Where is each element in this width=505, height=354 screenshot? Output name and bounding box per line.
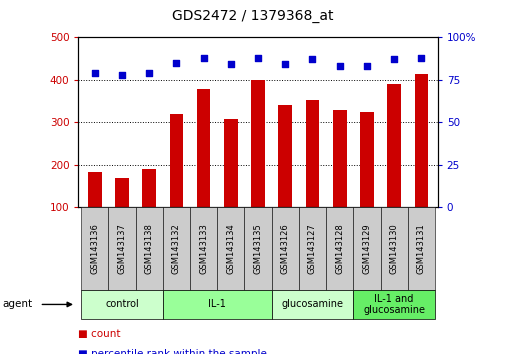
Text: GSM143126: GSM143126 xyxy=(280,223,289,274)
Text: GSM143132: GSM143132 xyxy=(172,223,181,274)
Point xyxy=(90,70,98,76)
Text: GSM143134: GSM143134 xyxy=(226,223,235,274)
Text: ■ percentile rank within the sample: ■ percentile rank within the sample xyxy=(78,349,267,354)
Bar xyxy=(360,112,373,250)
Text: GDS2472 / 1379368_at: GDS2472 / 1379368_at xyxy=(172,9,333,23)
Text: GSM143130: GSM143130 xyxy=(389,223,398,274)
Text: GSM143136: GSM143136 xyxy=(90,223,99,274)
Point xyxy=(172,60,180,65)
Bar xyxy=(386,84,400,250)
Text: GSM143135: GSM143135 xyxy=(253,223,262,274)
Text: control: control xyxy=(105,299,138,309)
Text: GSM143127: GSM143127 xyxy=(308,223,316,274)
Bar xyxy=(414,74,427,250)
Text: IL-1: IL-1 xyxy=(208,299,226,309)
Text: glucosamine: glucosamine xyxy=(281,299,343,309)
Text: GSM143137: GSM143137 xyxy=(117,223,126,274)
Text: GSM143129: GSM143129 xyxy=(362,223,371,274)
Bar xyxy=(224,119,237,250)
Text: GSM143128: GSM143128 xyxy=(334,223,343,274)
Bar xyxy=(115,178,129,250)
Point xyxy=(417,55,425,61)
Point xyxy=(335,63,343,69)
Bar xyxy=(251,80,264,250)
Point xyxy=(362,63,370,69)
Point xyxy=(118,72,126,78)
Point xyxy=(281,62,289,67)
Point xyxy=(145,70,153,76)
Text: GSM143133: GSM143133 xyxy=(199,223,208,274)
Point xyxy=(389,56,397,62)
Text: ■ count: ■ count xyxy=(78,329,121,339)
Bar xyxy=(88,172,102,250)
Bar xyxy=(196,89,210,250)
Point xyxy=(199,55,207,61)
Bar xyxy=(169,114,183,250)
Text: agent: agent xyxy=(3,299,33,309)
Bar xyxy=(305,99,319,250)
Text: GSM143131: GSM143131 xyxy=(416,223,425,274)
Bar xyxy=(278,105,291,250)
Point xyxy=(226,62,234,67)
Text: GSM143138: GSM143138 xyxy=(144,223,154,274)
Bar xyxy=(332,110,346,250)
Point xyxy=(308,56,316,62)
Bar xyxy=(142,169,156,250)
Text: IL-1 and
glucosamine: IL-1 and glucosamine xyxy=(363,293,424,315)
Point xyxy=(254,55,262,61)
